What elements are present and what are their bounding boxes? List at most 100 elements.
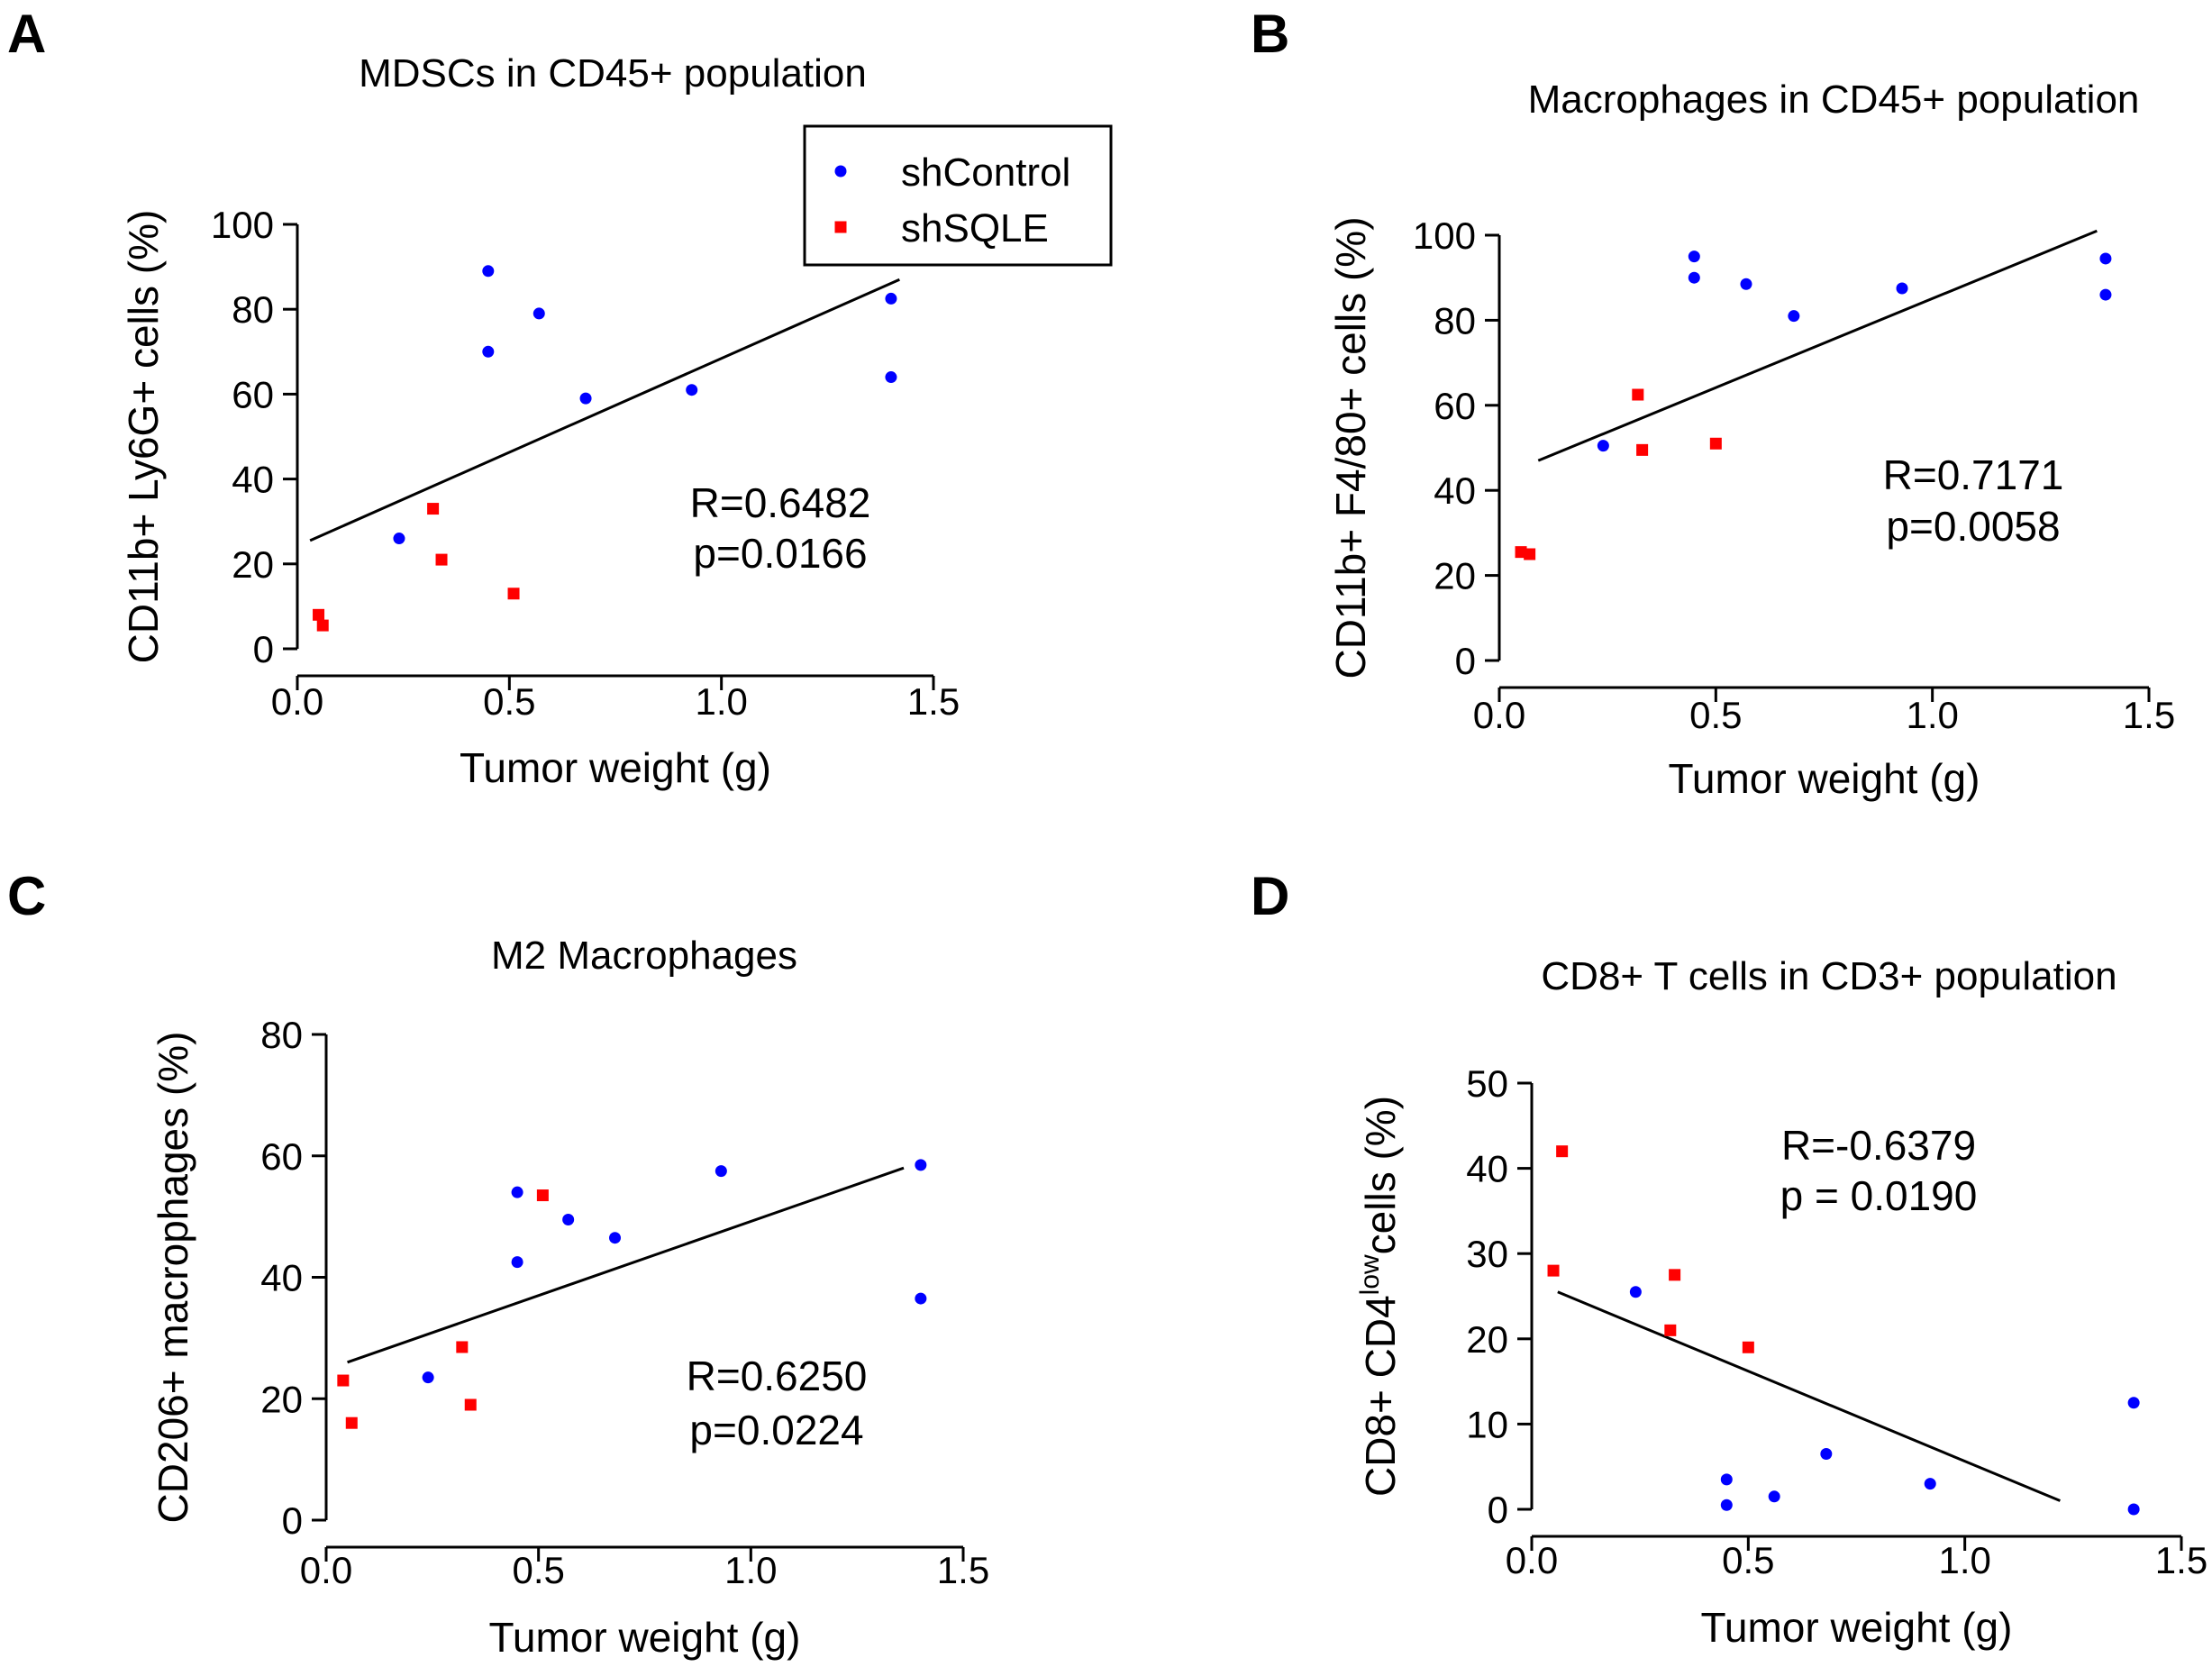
y-tick-label: 10 <box>1466 1403 1508 1445</box>
data-point-shcontrol <box>686 384 698 396</box>
data-point-shcontrol <box>885 371 897 384</box>
data-point-shsqle <box>345 1416 358 1429</box>
p-value-label: p=0.0058 <box>1886 503 2060 550</box>
regression-line <box>1537 229 2098 462</box>
correlation-r-label: R=0.7171 <box>1883 451 2064 498</box>
y-tick-label: 30 <box>1466 1233 1508 1275</box>
data-point-shcontrol <box>715 1165 727 1178</box>
data-point-shsqle <box>316 619 329 632</box>
p-value-label: p=0.0224 <box>689 1407 863 1453</box>
data-point-shcontrol <box>2127 1503 2140 1516</box>
data-point-shsqle <box>1632 388 1644 401</box>
y-axis-label: CD11b+ Ly6G+ cells (%) <box>120 210 167 664</box>
data-point-shcontrol <box>2099 252 2112 265</box>
x-tick-label: 1.0 <box>695 680 747 723</box>
y-tick-label: 20 <box>260 1378 303 1420</box>
x-axis-label: Tumor weight (g) <box>1701 1604 2013 1651</box>
x-tick-label: 0.0 <box>1473 694 1525 736</box>
data-point-shcontrol <box>1896 282 1908 295</box>
data-point-shcontrol <box>885 292 897 305</box>
x-tick-label: 1.5 <box>907 680 960 723</box>
x-tick-label: 1.0 <box>724 1549 777 1591</box>
chart-title: Macrophages in CD45+ population <box>1528 77 2140 122</box>
data-point-shsqle <box>1547 1264 1560 1277</box>
x-axis-label: Tumor weight (g) <box>460 744 771 791</box>
data-point-shcontrol <box>482 265 495 278</box>
data-point-shsqle <box>1709 437 1722 450</box>
regression-line <box>347 1166 905 1364</box>
data-point-shcontrol <box>609 1232 622 1244</box>
data-point-shcontrol <box>393 533 405 545</box>
x-tick-label: 1.5 <box>937 1549 989 1591</box>
data-point-shcontrol <box>1688 271 1700 284</box>
data-point-shsqle <box>1742 1341 1754 1353</box>
legend-box <box>803 124 1113 267</box>
data-point-shcontrol <box>579 392 592 405</box>
y-tick-label: 60 <box>232 373 274 415</box>
data-point-shcontrol <box>1597 440 1609 452</box>
y-tick-label: 40 <box>232 459 274 501</box>
data-point-shsqle <box>1636 443 1649 456</box>
chart-panel-b: B Macrophages in CD45+ population 0 20 40 60 8… <box>1251 4 2175 802</box>
correlation-r-label: R=0.6250 <box>687 1353 868 1399</box>
data-point-shcontrol <box>2099 288 2112 301</box>
x-tick-label: 0.0 <box>300 1549 352 1591</box>
data-point-shcontrol <box>422 1371 434 1384</box>
y-tick-label: 80 <box>260 1014 303 1056</box>
y-tick-label: 60 <box>260 1135 303 1178</box>
data-point-shcontrol <box>533 307 545 320</box>
data-point-shsqle <box>1524 548 1536 560</box>
panel-letter: C <box>7 866 46 926</box>
y-tick-label: 0 <box>282 1499 303 1542</box>
x-axis-label: Tumor weight (g) <box>1669 755 1980 802</box>
legend-label: shSQLE <box>901 206 1049 251</box>
legend-label: shControl <box>901 150 1070 195</box>
x-axis-label: Tumor weight (g) <box>489 1614 801 1661</box>
chart-panel-a: A MDSCs in CD45+ population 0 20 40 60 80 100 0.… <box>7 4 1113 791</box>
x-tick-label: 1.0 <box>1906 694 1958 736</box>
data-point-shcontrol <box>511 1256 523 1269</box>
x-tick-label: 0.5 <box>512 1549 564 1591</box>
data-point-shcontrol <box>1924 1478 1936 1490</box>
y-tick-label: 40 <box>1434 469 1476 512</box>
data-point-shcontrol <box>1740 278 1752 290</box>
data-point-shsqle <box>456 1341 469 1353</box>
y-tick-label: 50 <box>1466 1062 1508 1105</box>
chart-title: CD8+ T cells in CD3+ population <box>1541 954 2116 998</box>
data-point-shcontrol <box>1688 251 1700 263</box>
data-point-shsqle <box>1669 1269 1681 1281</box>
chart-title: M2 Macrophages <box>491 934 797 978</box>
data-point-shcontrol <box>1768 1490 1780 1503</box>
data-point-shsqle <box>337 1374 350 1387</box>
data-point-shcontrol <box>1720 1473 1733 1486</box>
data-point-shsqle <box>464 1398 477 1411</box>
y-tick-label: 0 <box>253 628 274 670</box>
data-point-shsqle <box>507 588 520 600</box>
correlation-r-label: R=-0.6379 <box>1781 1122 1976 1169</box>
data-point-shsqle <box>427 503 440 515</box>
y-tick-label: 100 <box>211 204 274 246</box>
chart-panel-d: D CD8+ T cells in CD3+ population 0 10 20 30 4… <box>1251 866 2207 1651</box>
regression-line <box>1557 1290 2061 1502</box>
regression-line <box>309 278 900 542</box>
data-point-shcontrol <box>2127 1397 2140 1409</box>
x-tick-label: 0.5 <box>483 680 535 723</box>
x-tick-label: 1.5 <box>2123 694 2175 736</box>
data-point-shcontrol <box>1788 310 1800 323</box>
y-tick-label: 40 <box>260 1257 303 1299</box>
x-tick-label: 1.5 <box>2155 1539 2207 1581</box>
data-point-shcontrol <box>1820 1448 1833 1461</box>
data-point-shcontrol <box>915 1159 927 1171</box>
y-tick-label: 40 <box>1466 1148 1508 1190</box>
correlation-r-label: R=0.6482 <box>690 479 871 526</box>
panel-letter: A <box>7 4 46 64</box>
y-tick-label: 60 <box>1434 385 1476 427</box>
panel-letter: B <box>1251 4 1289 64</box>
x-tick-label: 0.0 <box>1506 1539 1558 1581</box>
data-point-shsqle <box>536 1189 549 1202</box>
y-axis-label: CD8+ CD4lowcells (%) <box>1355 1096 1404 1497</box>
y-tick-label: 100 <box>1413 214 1476 257</box>
legend: shControl shSQLE <box>803 124 1113 267</box>
x-tick-label: 0.5 <box>1722 1539 1774 1581</box>
